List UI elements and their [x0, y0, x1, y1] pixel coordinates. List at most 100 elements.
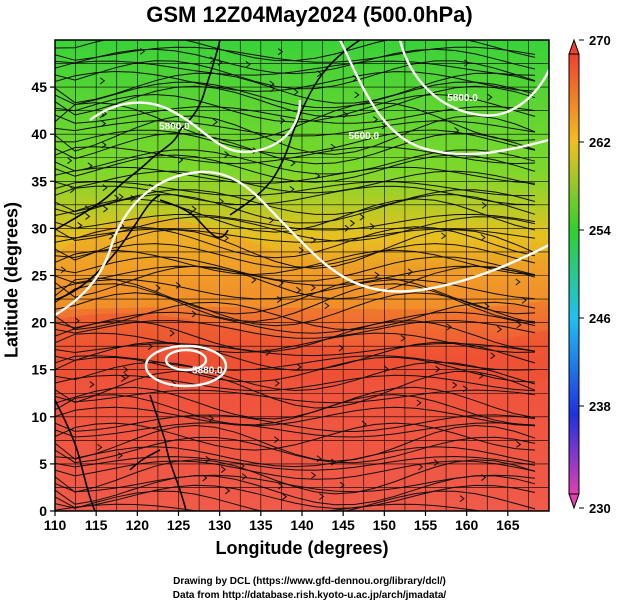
streamline-arrow: [274, 379, 280, 387]
streamline-arrow: [462, 385, 468, 393]
streamline-arrow: [324, 302, 330, 310]
contour-label: 5600.0: [348, 131, 379, 142]
streamline-arrow: [433, 459, 440, 466]
streamline: [55, 226, 536, 259]
streamline-arrow: [383, 365, 389, 373]
x-tick-label: 155: [414, 517, 438, 533]
streamline-arrow: [487, 93, 493, 101]
streamline-arrow: [101, 141, 107, 149]
streamline: [55, 503, 484, 511]
streamline-arrow: [175, 281, 181, 289]
y-axis-label: Latitude (degrees): [1, 201, 22, 359]
streamline-arrow: [480, 234, 486, 241]
streamline-arrow: [241, 473, 248, 481]
streamline-arrow: [515, 278, 521, 286]
streamline: [55, 422, 536, 451]
y-tick-label: 35: [31, 173, 47, 189]
streamline-arrow: [77, 222, 83, 229]
streamline: [55, 414, 536, 433]
streamline-arrow: [155, 284, 161, 292]
streamline-arrow: [251, 276, 257, 284]
streamline-arrow: [310, 284, 316, 292]
streamline: [55, 194, 536, 224]
streamline-arrow: [459, 495, 465, 503]
streamline-arrow: [87, 162, 93, 170]
streamline: [55, 319, 536, 339]
streamline-arrow: [89, 381, 95, 388]
streamline-arrow: [293, 88, 299, 96]
streamline-arrow: [139, 47, 146, 55]
streamline: [55, 181, 535, 197]
colorbar: 230 238 246 254 262 270: [568, 33, 611, 516]
streamline-arrow: [101, 120, 107, 127]
streamline: [55, 355, 536, 371]
x-tick-label: 115: [85, 517, 108, 533]
streamline: [55, 70, 536, 92]
streamline-arrow: [416, 399, 422, 407]
streamline: [55, 301, 536, 331]
streamline: [55, 311, 536, 334]
streamline-arrow: [191, 310, 197, 318]
streamline: [55, 81, 536, 109]
streamline-arrow: [277, 482, 284, 490]
streamline-arrow: [99, 77, 106, 85]
streamline: [55, 292, 536, 327]
streamline-arrow: [269, 216, 275, 224]
y-tick-label: 45: [31, 79, 47, 95]
credit-data: Data from http://database.rish.kyoto-u.a…: [172, 590, 447, 601]
streamline-arrow: [225, 487, 231, 495]
y-tick-label: 40: [31, 126, 47, 142]
contour-label: 5880.0: [192, 365, 223, 376]
streamline: [55, 146, 536, 165]
streamline-arrow: [282, 493, 288, 501]
streamline-arrow: [446, 323, 452, 331]
streamline-arrow: [290, 159, 296, 167]
streamline-arrow: [372, 116, 379, 123]
streamline-arrow: [381, 122, 387, 130]
streamline: [55, 265, 536, 300]
streamline-arrow: [352, 74, 358, 82]
streamline-arrow: [289, 185, 295, 193]
streamline-arrow: [330, 143, 336, 151]
streamline: [55, 129, 536, 155]
streamline-arrow: [296, 286, 302, 294]
colorbar-tick-label: 262: [589, 135, 611, 150]
streamline-arrow: [117, 452, 123, 459]
streamline: [55, 189, 536, 215]
x-tick-label: 145: [331, 517, 355, 533]
streamline-arrow: [147, 343, 154, 350]
streamline: [55, 120, 536, 137]
streamline: [55, 406, 536, 427]
streamline-arrow: [496, 325, 503, 333]
streamline-arrow: [265, 349, 271, 356]
y-tick-label: 30: [31, 220, 47, 236]
streamline-arrow: [224, 151, 230, 158]
wind-streamlines: [55, 40, 536, 511]
streamline-arrow: [516, 440, 522, 448]
streamline: [55, 170, 536, 194]
streamline-arrow: [319, 493, 325, 500]
streamline: [55, 278, 536, 300]
streamline-arrow: [435, 365, 441, 373]
colorbar-top-arrow: [568, 38, 580, 55]
streamline-arrow: [354, 91, 360, 99]
y-tick-label: 0: [39, 503, 47, 519]
streamline: [55, 60, 536, 76]
x-tick-label: 150: [373, 517, 397, 533]
streamline-arrow: [191, 205, 197, 213]
streamline: [55, 422, 536, 438]
streamline: [55, 115, 536, 155]
streamline-arrow: [464, 59, 470, 67]
streamline-arrow: [208, 415, 214, 422]
streamline-arrow: [212, 118, 218, 126]
x-tick-label: 160: [455, 517, 479, 533]
streamline-arrow: [484, 302, 490, 310]
x-tick-label: 130: [208, 517, 232, 533]
streamline-arrow: [118, 193, 124, 201]
streamline-arrow: [481, 201, 487, 209]
y-tick-label: 25: [31, 268, 47, 284]
x-axis-label: Longitude (degrees): [215, 538, 389, 558]
coastline-segment: [149, 394, 187, 511]
contour-label: 5800.0: [159, 121, 190, 132]
colorbar-tick-label: 254: [589, 223, 611, 238]
